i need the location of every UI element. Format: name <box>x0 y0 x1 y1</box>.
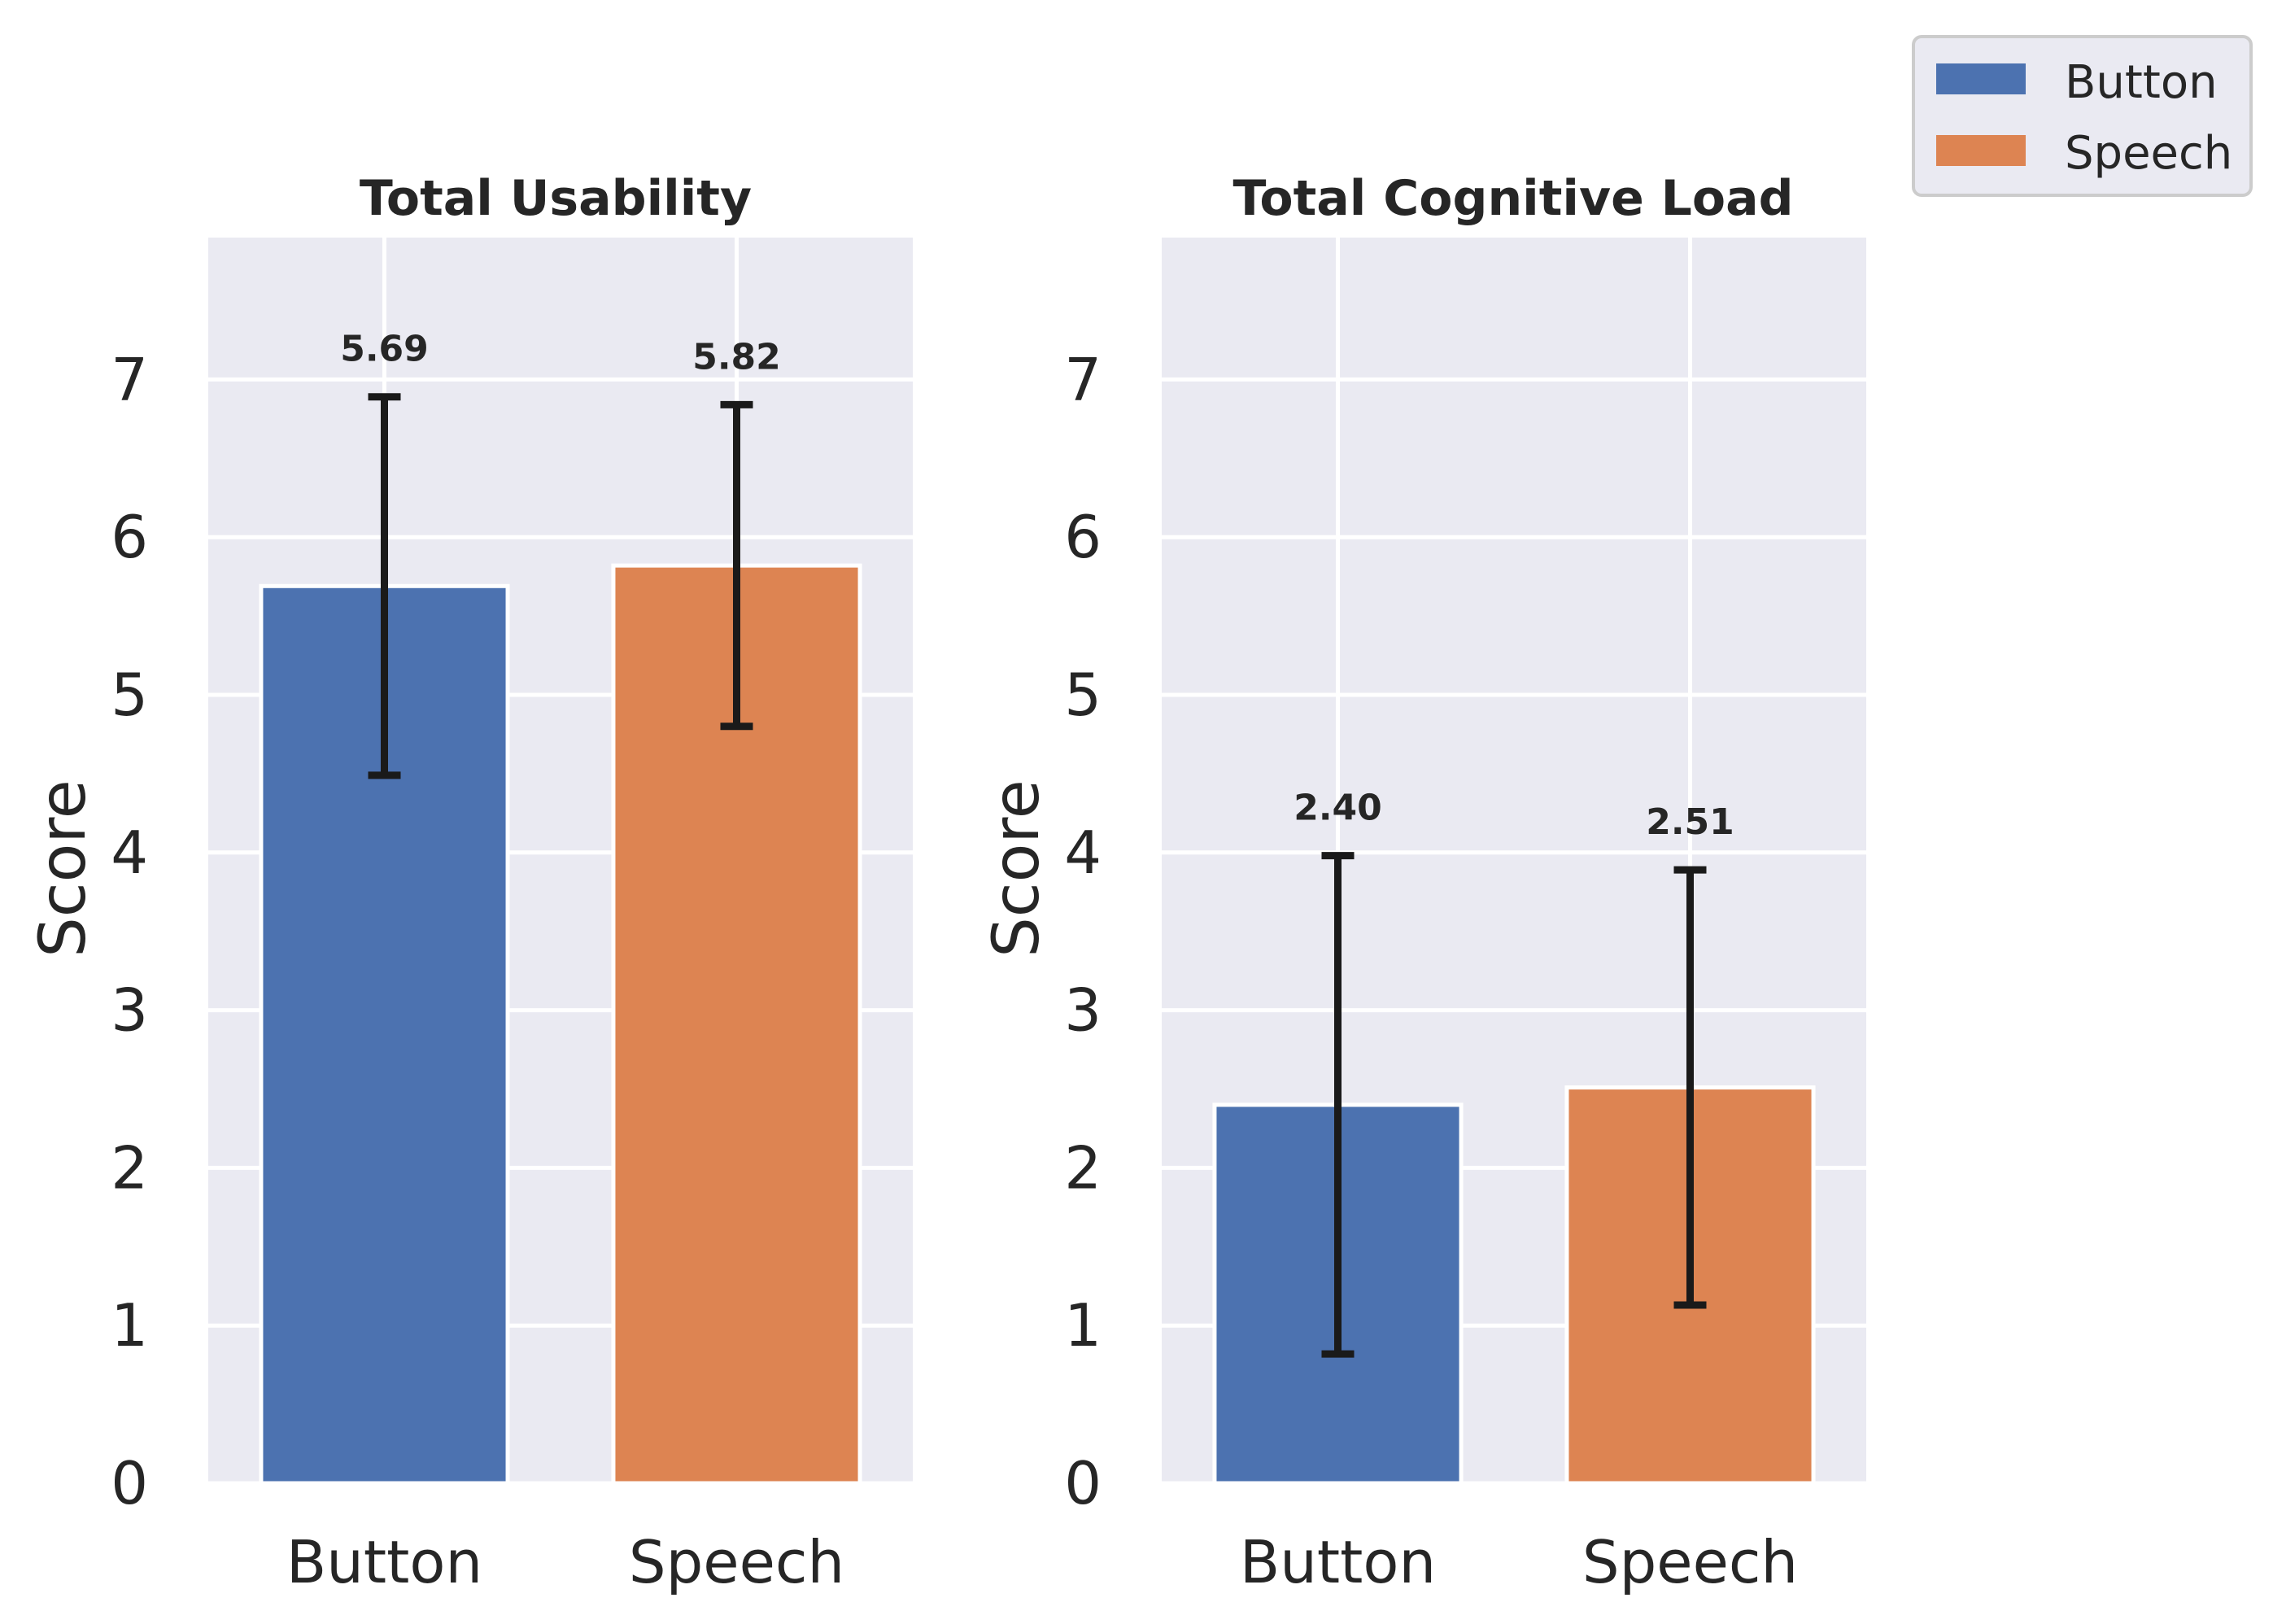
usability-ytick-label: 2 <box>111 1133 148 1202</box>
cognitive-load-ytick-label: 7 <box>1064 345 1102 413</box>
usability-ytick-label: 1 <box>111 1291 148 1360</box>
usability-xtick-label-button: Button <box>286 1528 482 1596</box>
usability-ytick-label: 3 <box>111 976 148 1045</box>
cognitive-load-value-label-button: 2.40 <box>1294 788 1382 829</box>
usability-xtick-label-speech: Speech <box>629 1528 844 1596</box>
usability-ytick-label: 0 <box>111 1449 148 1517</box>
usability-ytick-label: 5 <box>111 661 148 729</box>
cognitive-load-ytick-label: 0 <box>1064 1449 1102 1517</box>
legend-label-button: Button <box>2065 56 2218 109</box>
usability-ytick-label: 7 <box>111 345 148 413</box>
cognitive-load-chart-title: Total Cognitive Load <box>1232 170 1793 227</box>
cognitive-load-value-label-speech: 2.51 <box>1646 801 1734 843</box>
legend-swatch-button <box>1936 63 2026 94</box>
cognitive-load-ytick-label: 4 <box>1064 819 1102 887</box>
legend-label-speech: Speech <box>2065 127 2232 180</box>
usability-chart-title: Total Usability <box>360 170 752 227</box>
usability-value-label-speech: 5.82 <box>692 336 781 378</box>
cognitive-load-ytick-label: 1 <box>1064 1291 1102 1360</box>
cognitive-load-chart-panel: 0 1 2 3 4 5 6 7 2.40 Button 2.51 Speech Total Cognit… <box>980 170 1866 1596</box>
cognitive-load-xtick-label-speech: Speech <box>1582 1528 1798 1596</box>
usability-value-label-button: 5.69 <box>340 329 429 370</box>
usability-ytick-label: 4 <box>111 819 148 887</box>
cognitive-load-xtick-label-button: Button <box>1240 1528 1436 1596</box>
cognitive-load-ytick-label: 5 <box>1064 661 1102 729</box>
legend-swatch-speech <box>1936 135 2026 166</box>
cognitive-load-ytick-label: 2 <box>1064 1133 1102 1202</box>
cognitive-load-y-axis-label: Score <box>980 779 1054 957</box>
legend: Button Speech <box>1912 35 2253 197</box>
cognitive-load-ytick-label: 3 <box>1064 976 1102 1045</box>
cognitive-load-ytick-label: 6 <box>1064 503 1102 571</box>
usability-ytick-label: 6 <box>111 503 148 571</box>
usability-y-axis-label: Score <box>27 779 100 957</box>
usability-chart-panel: 0 1 2 3 4 5 6 7 5.69 Button 5.82 Speech Total Usabil… <box>27 170 913 1596</box>
